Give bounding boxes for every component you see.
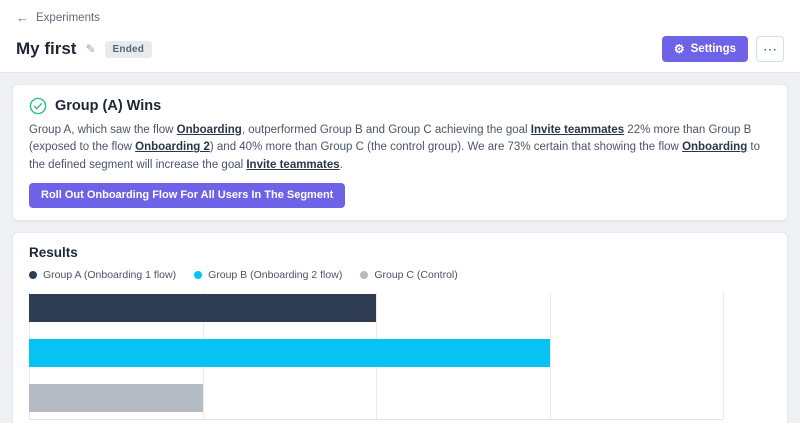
legend-item: Group A (Onboarding 1 flow): [29, 269, 176, 281]
legend-label: Group B (Onboarding 2 flow): [208, 268, 343, 281]
results-card: Results Group A (Onboarding 1 flow) Group…: [12, 231, 788, 423]
result-bar: [29, 338, 550, 367]
chart-legend: Group A (Onboarding 1 flow) Group B (Onbo…: [29, 269, 771, 281]
result-bar: [29, 383, 203, 412]
header-actions: ⚙ Settings ⋯: [661, 36, 784, 62]
highlight-term: Onboarding: [682, 141, 748, 154]
winner-card-header: Group (A) Wins: [29, 97, 771, 115]
highlight-term: Onboarding 2: [135, 141, 210, 154]
breadcrumb-label: Experiments: [36, 11, 100, 24]
rollout-flow-button[interactable]: Roll Out Onboarding Flow For All Users I…: [29, 182, 346, 208]
highlight-term: Invite teammates: [246, 158, 340, 171]
result-bar: [29, 293, 376, 322]
highlight-term: Onboarding: [176, 124, 242, 136]
results-title: Results: [29, 244, 78, 260]
bar-row: [29, 338, 723, 367]
chart-plot: [29, 291, 724, 420]
bar-row: [29, 383, 723, 412]
legend-item: Group C (Control): [360, 268, 458, 281]
title-row: My first ✎ Ended ⚙ Settings ⋯: [16, 36, 784, 62]
status-badge: Ended: [104, 40, 153, 58]
winner-card: Group (A) Wins Group A, which saw the fl…: [12, 84, 788, 221]
topbar: ← Experiments My first ✎ Ended ⚙ Setting…: [0, 0, 800, 73]
results-bar-chart: 0%25%50%75%100%: [29, 291, 724, 423]
legend-dot-icon: [360, 270, 369, 279]
edit-pencil-icon[interactable]: ✎: [85, 42, 96, 56]
legend-label: Group A (Onboarding 1 flow): [43, 268, 177, 281]
bar-row: [29, 293, 723, 322]
legend-dot-icon: [29, 270, 37, 279]
check-circle-icon: [29, 97, 47, 115]
gridline: [549, 291, 551, 419]
gridline: [723, 291, 724, 419]
settings-button[interactable]: ⚙ Settings: [661, 36, 748, 62]
legend-label: Group C (Control): [374, 268, 458, 281]
highlight-term: Invite teammates: [530, 124, 625, 136]
legend-dot-icon: [194, 270, 203, 279]
back-arrow-icon: ←: [16, 10, 29, 25]
settings-button-label: Settings: [690, 43, 736, 55]
winner-title: Group (A) Wins: [55, 98, 162, 114]
breadcrumb-back-link[interactable]: ← Experiments: [16, 10, 100, 25]
legend-item: Group B (Onboarding 2 flow): [194, 269, 342, 281]
page-content: Group (A) Wins Group A, which saw the fl…: [0, 73, 800, 423]
winner-description: Group A, which saw the flow Onboarding, …: [29, 124, 761, 171]
page-title: My first: [16, 39, 77, 58]
more-options-button[interactable]: ⋯: [756, 36, 784, 62]
gear-icon: ⚙: [673, 42, 685, 56]
